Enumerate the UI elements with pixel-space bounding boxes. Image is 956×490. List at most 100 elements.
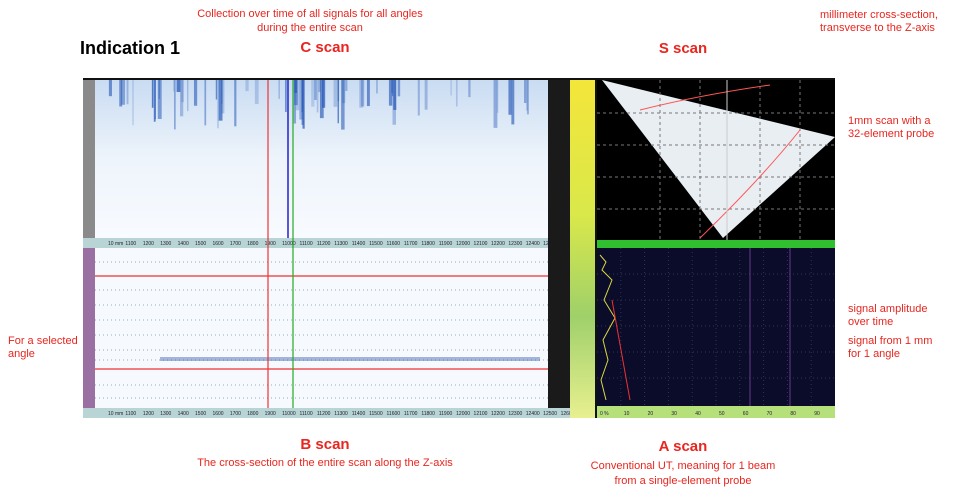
ruler-label: 1200 xyxy=(143,411,154,417)
note: 1mm scan with a xyxy=(848,115,931,127)
ruler-label: 12300 xyxy=(508,241,522,247)
ruler-label: 12000 xyxy=(456,411,470,417)
b-grid xyxy=(95,261,548,399)
b-scan-image xyxy=(95,248,548,408)
a-ruler xyxy=(597,406,835,418)
ruler-label: 1100 xyxy=(125,411,136,417)
ruler-label: 10 mm xyxy=(108,241,123,247)
ruler-labels: 10 mm 1100 1200 1300 1400 1500 1600 1700 1800 190… xyxy=(108,241,575,247)
ruler-label: 1400 xyxy=(178,241,189,247)
ruler-label: 1900 xyxy=(265,411,276,417)
ruler-label: 40 xyxy=(695,411,701,417)
ruler-label: 11400 xyxy=(352,411,366,417)
c-ruler xyxy=(83,238,570,248)
note: signal from 1 mm xyxy=(848,335,932,347)
c-left-ruler xyxy=(83,80,95,238)
ruler-label: 1600 xyxy=(212,241,223,247)
ruler-label: 11600 xyxy=(387,411,401,417)
streak xyxy=(126,80,129,105)
streak xyxy=(391,80,394,97)
streak xyxy=(278,80,280,99)
ruler-label: 11800 xyxy=(421,411,435,417)
ruler-label: 1700 xyxy=(230,241,241,247)
streak xyxy=(254,80,259,105)
ruler-label: 12200 xyxy=(491,411,505,417)
ruler-label: 12400 xyxy=(526,411,540,417)
streak xyxy=(337,80,340,102)
streak xyxy=(302,80,305,129)
streak xyxy=(345,80,348,91)
panel-label: S scan xyxy=(659,40,707,57)
streak xyxy=(496,80,499,113)
ruler-label: 11500 xyxy=(369,241,383,247)
streak xyxy=(450,80,452,96)
streak xyxy=(108,80,112,97)
color-bar xyxy=(570,80,595,418)
note: for 1 angle xyxy=(848,348,900,360)
ruler-label: 70 xyxy=(767,411,773,417)
ruler-label: 1100 xyxy=(125,241,136,247)
note: For a selected xyxy=(8,335,78,347)
ruler-label: 12400 xyxy=(526,241,540,247)
streak xyxy=(321,80,326,108)
ruler-label: 11500 xyxy=(369,411,383,417)
b-ruler xyxy=(83,408,570,418)
note: over time xyxy=(848,316,893,328)
ruler-label: 20 xyxy=(648,411,654,417)
streak xyxy=(455,80,458,107)
s-ruler xyxy=(597,240,835,248)
b-left-ruler xyxy=(83,248,95,408)
ruler-label: 11100 xyxy=(299,411,312,417)
ruler-label: 60 xyxy=(743,411,749,417)
ruler-label: 11900 xyxy=(439,241,453,247)
ruler-labels: 10 mm 1100 1200 1300 1400 1500 1600 1700 1800 190… xyxy=(108,411,575,417)
ruler-label: 10 mm xyxy=(108,411,123,417)
side-bar xyxy=(548,80,570,408)
ruler-label: 1300 xyxy=(160,241,171,247)
streak xyxy=(204,80,207,126)
ruler-label: 10 xyxy=(624,411,630,417)
streak xyxy=(119,80,123,107)
streak xyxy=(294,80,298,94)
ruler-label: 12100 xyxy=(474,411,488,417)
ruler-label: 11300 xyxy=(334,411,348,417)
ruler-label: 11200 xyxy=(317,411,331,417)
title: Indication 1 xyxy=(80,38,180,58)
echo-band xyxy=(160,357,540,361)
streaks xyxy=(108,80,529,130)
note: signal amplitude xyxy=(848,303,928,315)
ruler-label: 11000 xyxy=(282,241,296,247)
streak xyxy=(173,80,176,130)
a-signal xyxy=(599,254,616,401)
streak xyxy=(388,80,393,106)
panel-label: B scan xyxy=(300,436,349,453)
s-curve xyxy=(699,129,801,239)
ruler-label: 0 % xyxy=(600,411,609,417)
streak xyxy=(311,80,315,107)
streak xyxy=(234,80,237,127)
streak xyxy=(121,80,126,105)
streak xyxy=(173,80,175,92)
streak xyxy=(157,80,162,119)
streak xyxy=(526,80,529,115)
streak xyxy=(337,80,339,124)
streak xyxy=(341,80,345,130)
streak xyxy=(221,80,223,105)
streak xyxy=(132,80,134,126)
caption: from a single-element probe xyxy=(615,475,752,487)
ruler-label: 11100 xyxy=(299,241,312,247)
s-scan-sector xyxy=(602,80,835,238)
ruler-label: 30 xyxy=(671,411,677,417)
streak xyxy=(187,80,189,112)
caption: Conventional UT, meaning for 1 beam xyxy=(591,460,776,472)
ruler-label: 11700 xyxy=(404,411,418,417)
ruler-label: 80 xyxy=(790,411,796,417)
streak xyxy=(524,80,527,103)
panel-label: C scan xyxy=(300,39,349,56)
streak xyxy=(511,80,515,125)
ruler-label: 12300 xyxy=(508,411,522,417)
streak xyxy=(215,80,218,100)
streak xyxy=(319,80,324,119)
ruler-label: 11600 xyxy=(387,241,401,247)
streak xyxy=(221,80,225,114)
